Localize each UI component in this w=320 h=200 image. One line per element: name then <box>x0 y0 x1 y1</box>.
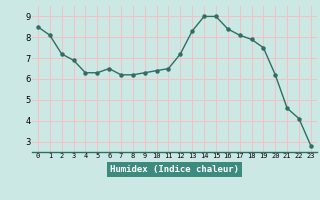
X-axis label: Humidex (Indice chaleur): Humidex (Indice chaleur) <box>110 165 239 174</box>
